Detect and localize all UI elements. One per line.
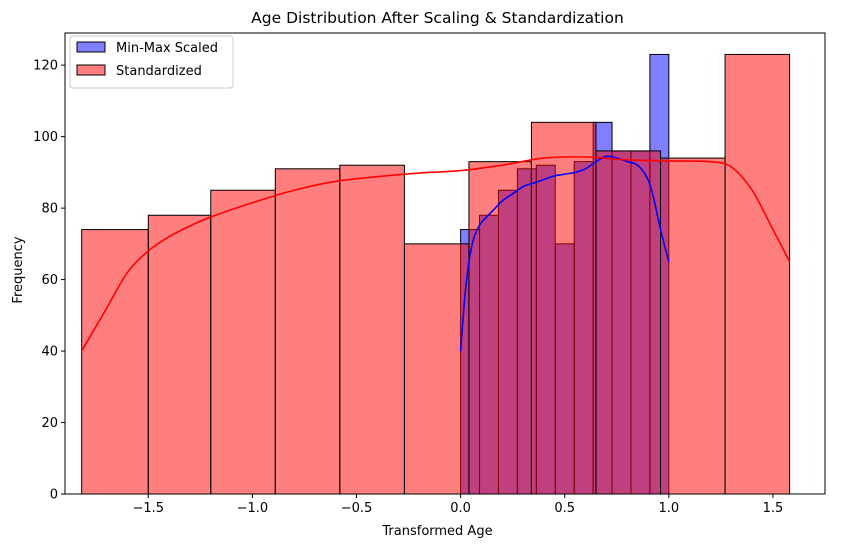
standardized-kde-line [80,156,791,352]
min-max-scaled-kde-line [459,155,670,352]
standardized-bar [403,243,470,495]
y-tick-label: 0 [50,488,58,503]
legend-swatch-standardized [76,64,106,76]
standardized-bar [339,164,405,495]
x-tick-label: 0.5 [554,501,575,516]
x-axis-title: Transformed Age [381,524,492,539]
y-tick-label: 100 [33,130,58,145]
legend-label-standardized: Standardized [116,64,202,79]
plot-area [80,53,791,495]
y-tick-label: 80 [41,202,58,217]
standardized-bar [595,150,662,495]
legend-frame [69,35,234,89]
x-tick-label: −1.0 [237,501,269,516]
y-tick-label: 20 [41,416,58,431]
x-tick-label: 0.0 [450,501,471,516]
plot-frame [64,32,826,495]
y-tick-label: 60 [41,273,58,288]
standardized-bar [147,214,212,495]
legend-swatch-min-max-scaled [76,41,106,53]
x-tick-label: 1.5 [763,501,784,516]
y-tick-label: 120 [33,59,58,74]
standardized-bar [274,168,341,495]
standardized-bar [468,161,532,495]
y-axis-title: Frequency [11,236,26,303]
axes: −1.5 −1.0 −0.5 0.0 0.5 1.0 1.5 0 20 40 60 80 100 120 [33,32,826,516]
standardized-bar [530,121,597,495]
legend: Min-Max Scaled Standardized [69,35,234,89]
standardized-bar [724,53,791,495]
x-tick-label: 1.0 [658,501,679,516]
x-tick-label: −0.5 [341,501,373,516]
standardized-bars [81,53,791,495]
y-tick-label: 40 [41,345,58,360]
standardized-bar [210,189,276,495]
standardized-bar [660,157,726,495]
chart-title: Age Distribution After Scaling & Standar… [251,9,624,27]
standardized-bar [81,229,149,495]
x-tick-label: −1.5 [132,501,164,516]
legend-label-min-max-scaled: Min-Max Scaled [116,41,218,56]
